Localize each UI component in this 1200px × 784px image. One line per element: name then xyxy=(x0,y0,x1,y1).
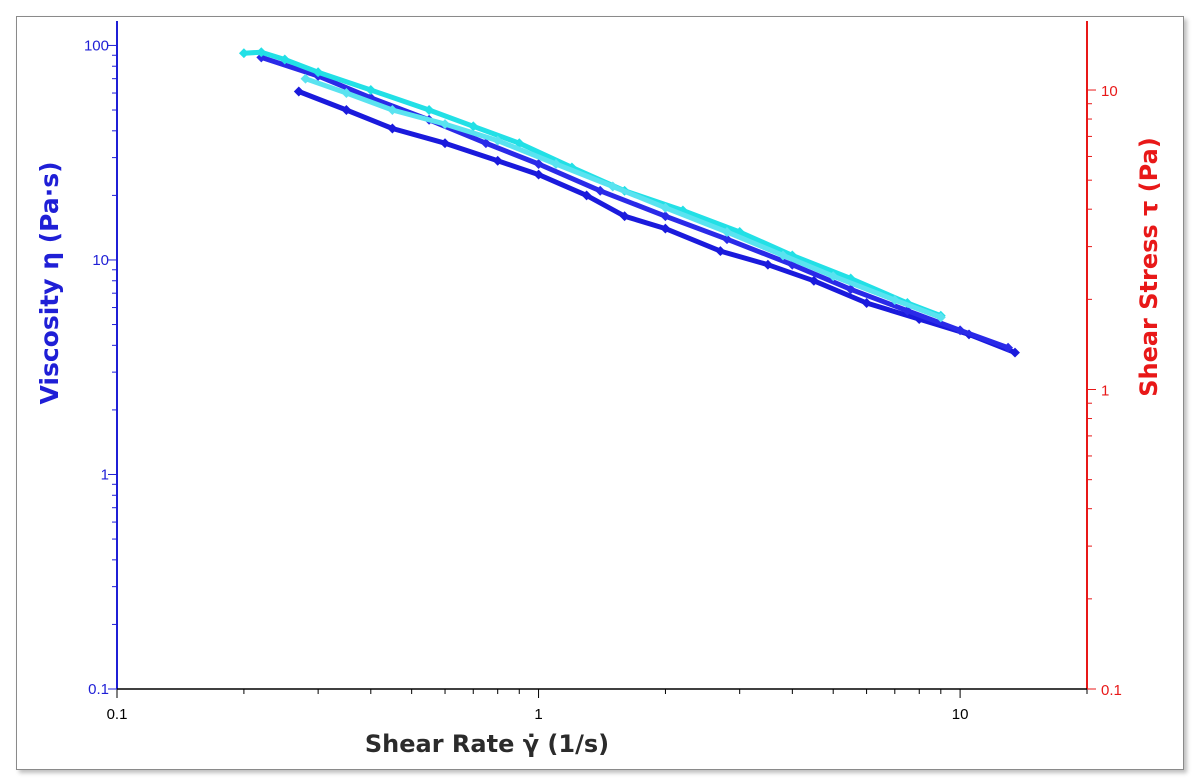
data-point xyxy=(762,259,773,270)
data-point xyxy=(889,295,900,306)
axes-layer xyxy=(116,21,1088,690)
data-point xyxy=(533,159,544,169)
data-point xyxy=(722,234,732,245)
series-line-1 xyxy=(296,89,1018,356)
data-point xyxy=(256,47,267,58)
data-point xyxy=(1003,342,1014,353)
data-point xyxy=(595,185,606,196)
series-line-3 xyxy=(241,49,944,319)
data-point xyxy=(619,211,630,222)
x-tick-label: 1 xyxy=(534,706,542,723)
data-point xyxy=(660,211,671,222)
series-line-2 xyxy=(258,54,1011,351)
y-tick-label: 10 xyxy=(92,252,109,269)
data-point xyxy=(955,325,966,336)
ticks-layer: 0.1 1 10 0.1 1 10 100 0.1 1 10 xyxy=(84,37,1122,723)
x-tick-label: 10 xyxy=(952,706,969,723)
x-tick-label: 0.1 xyxy=(107,706,128,723)
data-point xyxy=(660,202,671,213)
data-point xyxy=(722,227,732,237)
data-point xyxy=(480,138,491,149)
y2-tick-label: 0.1 xyxy=(1101,682,1122,699)
data-point xyxy=(845,284,856,295)
y-tick-label: 0.1 xyxy=(88,681,109,698)
data-point xyxy=(238,48,249,59)
y-axis-title: Viscosity η (Pa·s) xyxy=(35,161,64,404)
data-point xyxy=(492,155,503,166)
data-point xyxy=(660,223,671,234)
data-point xyxy=(778,250,788,261)
viscosity-shear-rate-chart: 0.1 1 10 0.1 1 10 100 0.1 1 10 Shear Rate γ̇ (1/s… xyxy=(35,21,1163,758)
chart-frame: 0.1 1 10 0.1 1 10 100 0.1 1 10 Shear Rate γ̇ (1/s… xyxy=(16,16,1184,770)
data-point xyxy=(808,275,819,286)
y-tick-label: 1 xyxy=(101,466,109,483)
data-point xyxy=(1010,347,1020,358)
data-point xyxy=(440,138,450,149)
data-point xyxy=(551,159,561,169)
data-point xyxy=(715,246,726,257)
data-point xyxy=(935,312,946,323)
y2-tick-label: 1 xyxy=(1101,383,1109,400)
data-point xyxy=(861,298,872,308)
y-tick-label: 100 xyxy=(84,37,109,54)
data-point xyxy=(607,181,618,192)
y2-axis-title: Shear Stress τ (Pa) xyxy=(1135,137,1163,397)
y2-tick-label: 10 xyxy=(1101,83,1118,100)
data-point xyxy=(581,190,592,201)
x-axis-title: Shear Rate γ̇ (1/s) xyxy=(365,730,609,758)
series-layer xyxy=(238,47,1020,358)
data-point xyxy=(533,169,544,180)
